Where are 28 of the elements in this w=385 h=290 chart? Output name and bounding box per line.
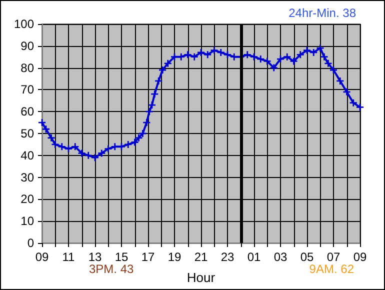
x-tick-label: 19 bbox=[168, 250, 182, 264]
y-tick-label: 100 bbox=[14, 17, 34, 31]
y-tick-label: 10 bbox=[20, 214, 34, 228]
x-tick-label: 23 bbox=[220, 250, 234, 264]
x-tick-label: 09 bbox=[353, 250, 367, 264]
x-tick-label: 11 bbox=[62, 250, 76, 264]
y-tick-label: 0 bbox=[27, 236, 34, 250]
y-tick-label: 40 bbox=[20, 148, 34, 162]
y-tick-label: 80 bbox=[20, 60, 34, 75]
y-tick-label: 70 bbox=[20, 82, 34, 97]
x-tick-label: 03 bbox=[274, 250, 288, 264]
x-tick-label: 07 bbox=[326, 250, 340, 264]
x-tick-label: 15 bbox=[114, 250, 128, 264]
x-tick-label: 17 bbox=[141, 250, 155, 264]
text: 9AM. 62 bbox=[309, 262, 354, 276]
x-axis-title: Hour bbox=[186, 270, 216, 285]
y-tick-label: 50 bbox=[20, 126, 34, 140]
x-tick-label: 13 bbox=[88, 250, 102, 264]
y-tick-label: 20 bbox=[20, 192, 34, 206]
x-tick-label: 21 bbox=[194, 250, 208, 264]
x-tick-label: 05 bbox=[300, 250, 314, 264]
text: 24hr-Min. 38 bbox=[288, 6, 356, 20]
y-tick-label: 90 bbox=[20, 38, 34, 53]
x-tick-label: 09 bbox=[35, 250, 49, 264]
text: 3PM. 43 bbox=[89, 262, 134, 276]
y-tick-label: 30 bbox=[20, 170, 34, 184]
x-tick-label: 01 bbox=[247, 250, 261, 264]
y-tick-label: 60 bbox=[20, 104, 34, 119]
